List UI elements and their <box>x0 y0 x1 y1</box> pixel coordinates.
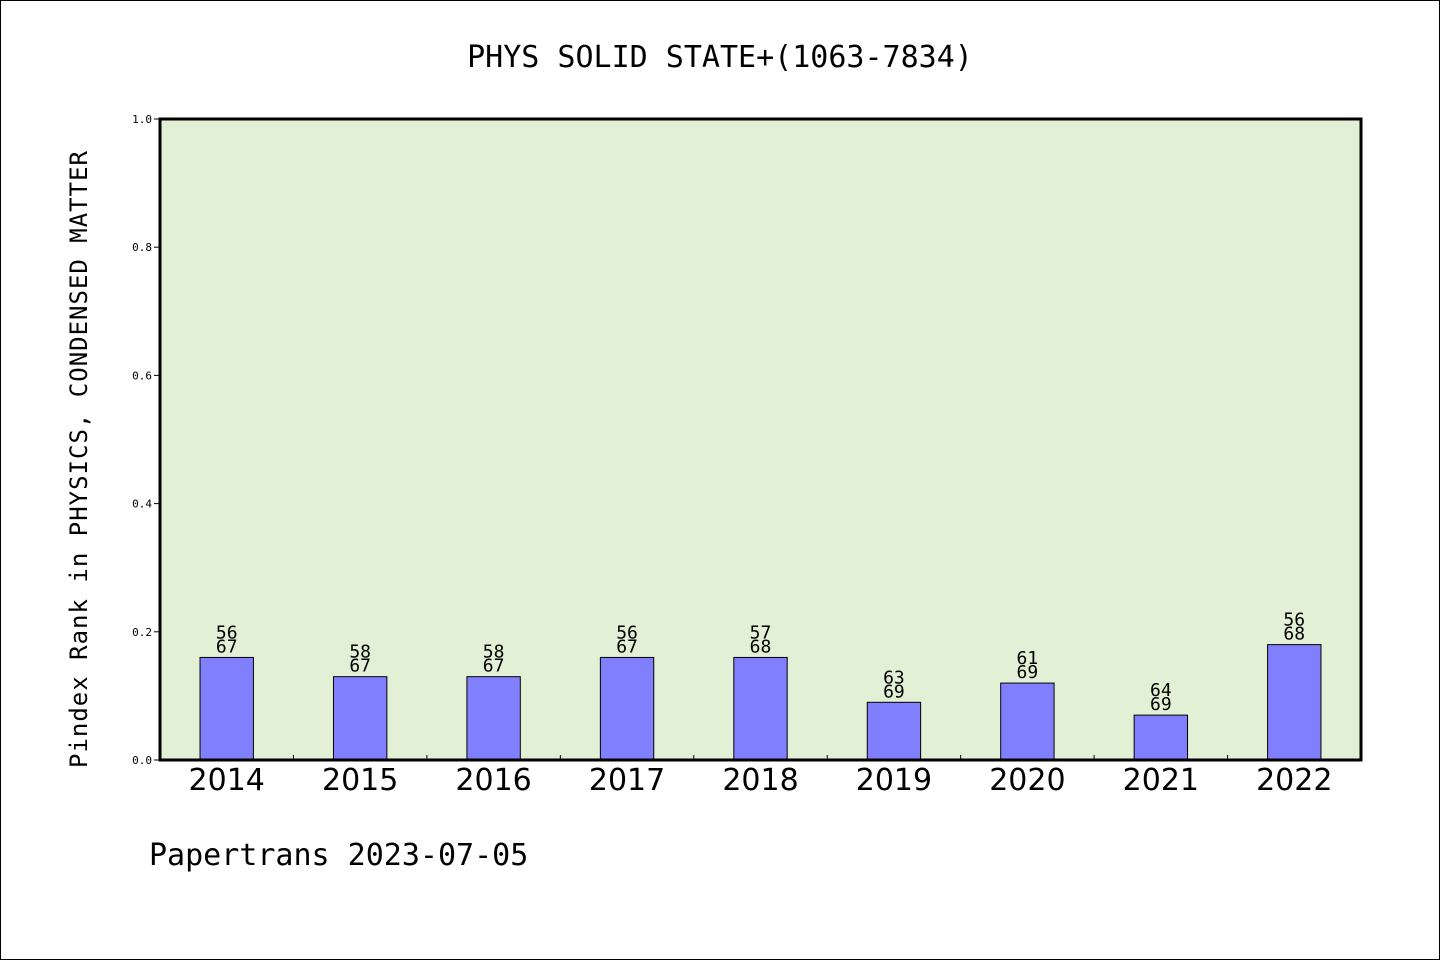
y-axis-label: Pindex Rank in PHYSICS, CONDENSED MATTER <box>65 150 93 768</box>
bar-label-bottom: 67 <box>616 636 638 657</box>
x-tick-label: 2016 <box>455 763 531 798</box>
bar-label-bottom: 68 <box>750 636 772 657</box>
x-axis-ticks: 2014 2015 2016 2017 2018 2019 2020 2021 2022 <box>189 755 1332 798</box>
bar-label-top: 56 <box>216 622 238 643</box>
bars <box>199 644 1322 761</box>
bar-2019 <box>866 701 922 761</box>
bar-label-top: 56 <box>616 622 638 643</box>
bar-2016 <box>466 676 521 761</box>
y-tick-label: 0.4 <box>132 498 152 511</box>
plot-area <box>160 119 1361 760</box>
bar-2020 <box>1000 682 1055 761</box>
bar-label-bottom: 69 <box>1150 694 1172 715</box>
y-tick-label: 0.2 <box>132 626 152 639</box>
bar-label-top: 56 <box>1283 610 1305 631</box>
bar-label-top: 58 <box>483 642 505 663</box>
x-tick-label: 2014 <box>189 763 265 798</box>
bar-2021 <box>1133 714 1189 761</box>
bar-2015 <box>332 676 388 761</box>
footer-text: Papertrans 2023-07-05 <box>149 838 528 873</box>
x-tick-label: 2022 <box>1256 763 1332 798</box>
chart-title: PHYS SOLID STATE+(1063-7834) <box>467 40 973 75</box>
y-tick-label: 0.0 <box>132 754 152 767</box>
bar-label-bottom: 67 <box>483 656 505 677</box>
y-tick-label: 0.6 <box>132 369 152 382</box>
bar-label-bottom: 69 <box>883 681 905 702</box>
bar-2022 <box>1267 644 1322 761</box>
bar-label-top: 57 <box>750 622 772 643</box>
bar-label-top: 58 <box>349 642 371 663</box>
bar-label-top: 63 <box>883 667 905 688</box>
x-tick-label: 2020 <box>989 763 1065 798</box>
bar-label-bottom: 69 <box>1017 662 1039 683</box>
bar-label-bottom: 67 <box>349 656 371 677</box>
x-tick-label: 2017 <box>589 763 665 798</box>
bar-label-top: 64 <box>1150 680 1172 701</box>
x-tick-label: 2018 <box>722 763 798 798</box>
bar-label-bottom: 67 <box>216 636 238 657</box>
bar-2017 <box>599 656 655 761</box>
y-axis-ticks: 0.0 0.2 0.4 0.6 0.8 1.0 <box>132 113 160 767</box>
x-tick-label: 2019 <box>856 763 932 798</box>
bar-label-bottom: 68 <box>1283 624 1305 645</box>
x-tick-label: 2021 <box>1123 763 1199 798</box>
y-tick-label: 1.0 <box>132 113 152 126</box>
bar-2018 <box>733 656 788 761</box>
x-tick-label: 2015 <box>322 763 398 798</box>
plot-border <box>158 117 1363 762</box>
bar-label-top: 61 <box>1017 648 1039 669</box>
bar-2014 <box>199 656 254 761</box>
y-tick-label: 0.8 <box>132 241 152 254</box>
